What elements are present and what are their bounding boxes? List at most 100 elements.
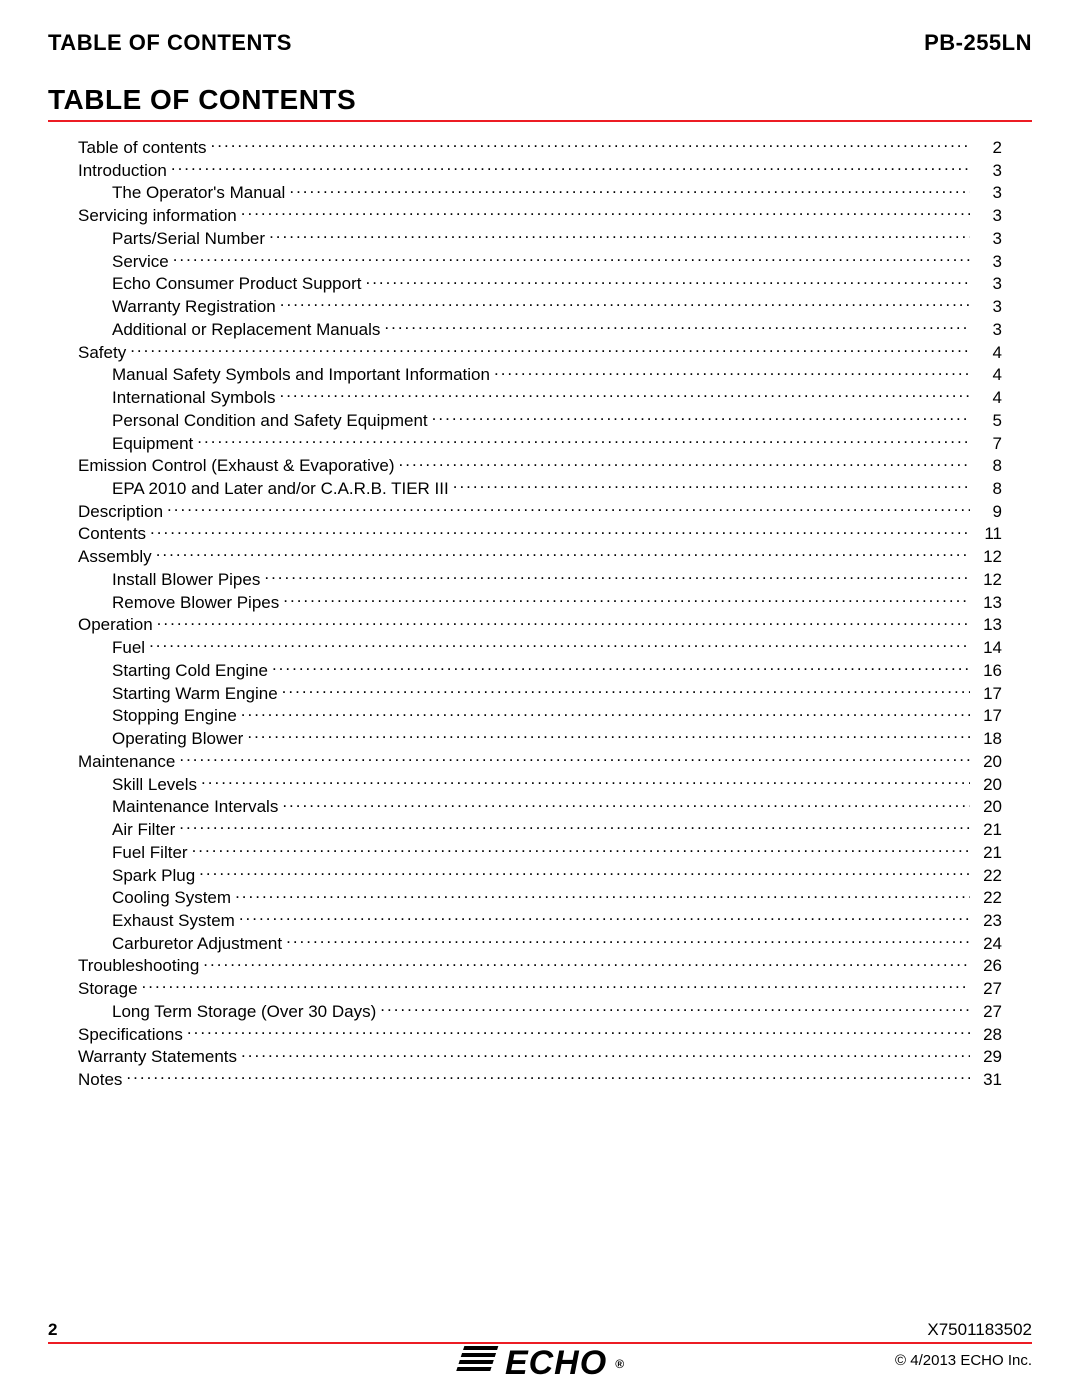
toc-page-number: 8 xyxy=(974,456,1002,477)
footer-page-number: 2 xyxy=(48,1320,57,1340)
toc-leader-dots xyxy=(453,477,970,494)
toc-label: Carburetor Adjustment xyxy=(78,934,282,955)
page-header: TABLE OF CONTENTS PB-255LN xyxy=(48,30,1032,56)
toc-label: Description xyxy=(78,502,163,523)
toc-label: Maintenance Intervals xyxy=(78,797,278,818)
toc-leader-dots xyxy=(494,363,970,380)
toc-row: Remove Blower Pipes 13 xyxy=(78,591,1002,614)
toc-page-number: 3 xyxy=(974,274,1002,295)
toc-page-number: 20 xyxy=(974,752,1002,773)
toc-page-number: 3 xyxy=(974,297,1002,318)
toc-leader-dots xyxy=(197,432,970,449)
toc-leader-dots xyxy=(384,318,970,335)
toc-page-number: 20 xyxy=(974,797,1002,818)
toc-page-number: 16 xyxy=(974,661,1002,682)
page-title: TABLE OF CONTENTS xyxy=(48,84,1032,116)
toc-label: Introduction xyxy=(78,161,167,182)
toc-label: Contents xyxy=(78,524,146,545)
toc-leader-dots xyxy=(126,1068,970,1085)
toc-row: Equipment7 xyxy=(78,432,1002,455)
toc-page-number: 27 xyxy=(974,1002,1002,1023)
toc-label: EPA 2010 and Later and/or C.A.R.B. TIER … xyxy=(78,479,449,500)
toc-row: Description 9 xyxy=(78,500,1002,523)
toc-label: Starting Cold Engine xyxy=(78,661,268,682)
toc-leader-dots xyxy=(173,250,970,267)
toc-leader-dots xyxy=(192,841,970,858)
toc-label: Emission Control (Exhaust & Evaporative) xyxy=(78,456,395,477)
toc-label: Maintenance xyxy=(78,752,175,773)
logo-wrap: ECHO® xyxy=(0,1344,1080,1383)
toc-label: Parts/Serial Number xyxy=(78,229,265,250)
footer-doc-number: X7501183502 xyxy=(927,1320,1032,1340)
toc-row: EPA 2010 and Later and/or C.A.R.B. TIER … xyxy=(78,477,1002,500)
toc-leader-dots xyxy=(241,704,970,721)
toc-page-number: 22 xyxy=(974,866,1002,887)
toc-leader-dots xyxy=(282,795,970,812)
header-right: PB-255LN xyxy=(924,30,1032,56)
toc-leader-dots xyxy=(235,886,970,903)
toc-label: Warranty Registration xyxy=(78,297,276,318)
toc-leader-dots xyxy=(269,227,970,244)
toc-label: International Symbols xyxy=(78,388,275,409)
toc-leader-dots xyxy=(150,522,970,539)
toc-row: Fuel Filter21 xyxy=(78,841,1002,864)
toc-row: Skill Levels 20 xyxy=(78,773,1002,796)
header-left: TABLE OF CONTENTS xyxy=(48,30,292,56)
toc-label: The Operator's Manual xyxy=(78,183,285,204)
toc-page-number: 22 xyxy=(974,888,1002,909)
toc-label: Install Blower Pipes xyxy=(78,570,260,591)
toc-page-number: 29 xyxy=(974,1047,1002,1068)
toc-row: Table of contents2 xyxy=(78,136,1002,159)
toc-row: Personal Condition and Safety Equipment 5 xyxy=(78,409,1002,432)
toc-page-number: 5 xyxy=(974,411,1002,432)
toc-page-number: 13 xyxy=(974,593,1002,614)
toc-page-number: 4 xyxy=(974,365,1002,386)
toc-page-number: 17 xyxy=(974,684,1002,705)
toc-label: Air Filter xyxy=(78,820,175,841)
toc-label: Remove Blower Pipes xyxy=(78,593,279,614)
toc-row: Exhaust System23 xyxy=(78,909,1002,932)
toc-label: Stopping Engine xyxy=(78,706,237,727)
toc-row: International Symbols4 xyxy=(78,386,1002,409)
toc-leader-dots xyxy=(157,613,970,630)
toc-page-number: 9 xyxy=(974,502,1002,523)
logo-stripes-icon xyxy=(455,1344,499,1383)
title-rule xyxy=(48,120,1032,122)
toc-label: Servicing information xyxy=(78,206,237,227)
toc-page-number: 3 xyxy=(974,161,1002,182)
toc-label: Personal Condition and Safety Equipment xyxy=(78,411,428,432)
toc-page-number: 26 xyxy=(974,956,1002,977)
toc-label: Skill Levels xyxy=(78,775,197,796)
toc-page-number: 12 xyxy=(974,570,1002,591)
toc-page-number: 3 xyxy=(974,206,1002,227)
toc-leader-dots xyxy=(201,773,970,790)
toc-page-number: 3 xyxy=(974,320,1002,341)
toc-page-number: 28 xyxy=(974,1025,1002,1046)
toc-page-number: 4 xyxy=(974,343,1002,364)
toc-leader-dots xyxy=(130,341,970,358)
toc-row: Fuel14 xyxy=(78,636,1002,659)
toc-leader-dots xyxy=(179,818,970,835)
toc-leader-dots xyxy=(142,977,970,994)
toc-row: Servicing information 3 xyxy=(78,204,1002,227)
toc-page-number: 20 xyxy=(974,775,1002,796)
toc-leader-dots xyxy=(179,750,970,767)
toc-row: Carburetor Adjustment24 xyxy=(78,932,1002,955)
toc-row: Operation13 xyxy=(78,613,1002,636)
toc-label: Starting Warm Engine xyxy=(78,684,278,705)
toc-leader-dots xyxy=(365,272,970,289)
toc-label: Storage xyxy=(78,979,138,1000)
toc-leader-dots xyxy=(380,1000,970,1017)
toc-label: Long Term Storage (Over 30 Days) xyxy=(78,1002,376,1023)
toc-leader-dots xyxy=(171,159,970,176)
toc-leader-dots xyxy=(167,500,970,517)
toc-leader-dots xyxy=(199,864,970,881)
toc-label: Service xyxy=(78,252,169,273)
toc-leader-dots xyxy=(289,181,970,198)
toc-leader-dots xyxy=(211,136,970,153)
toc-page-number: 27 xyxy=(974,979,1002,1000)
toc-page-number: 13 xyxy=(974,615,1002,636)
toc-row: Assembly12 xyxy=(78,545,1002,568)
toc-row: Spark Plug 22 xyxy=(78,864,1002,887)
toc-label: Spark Plug xyxy=(78,866,195,887)
